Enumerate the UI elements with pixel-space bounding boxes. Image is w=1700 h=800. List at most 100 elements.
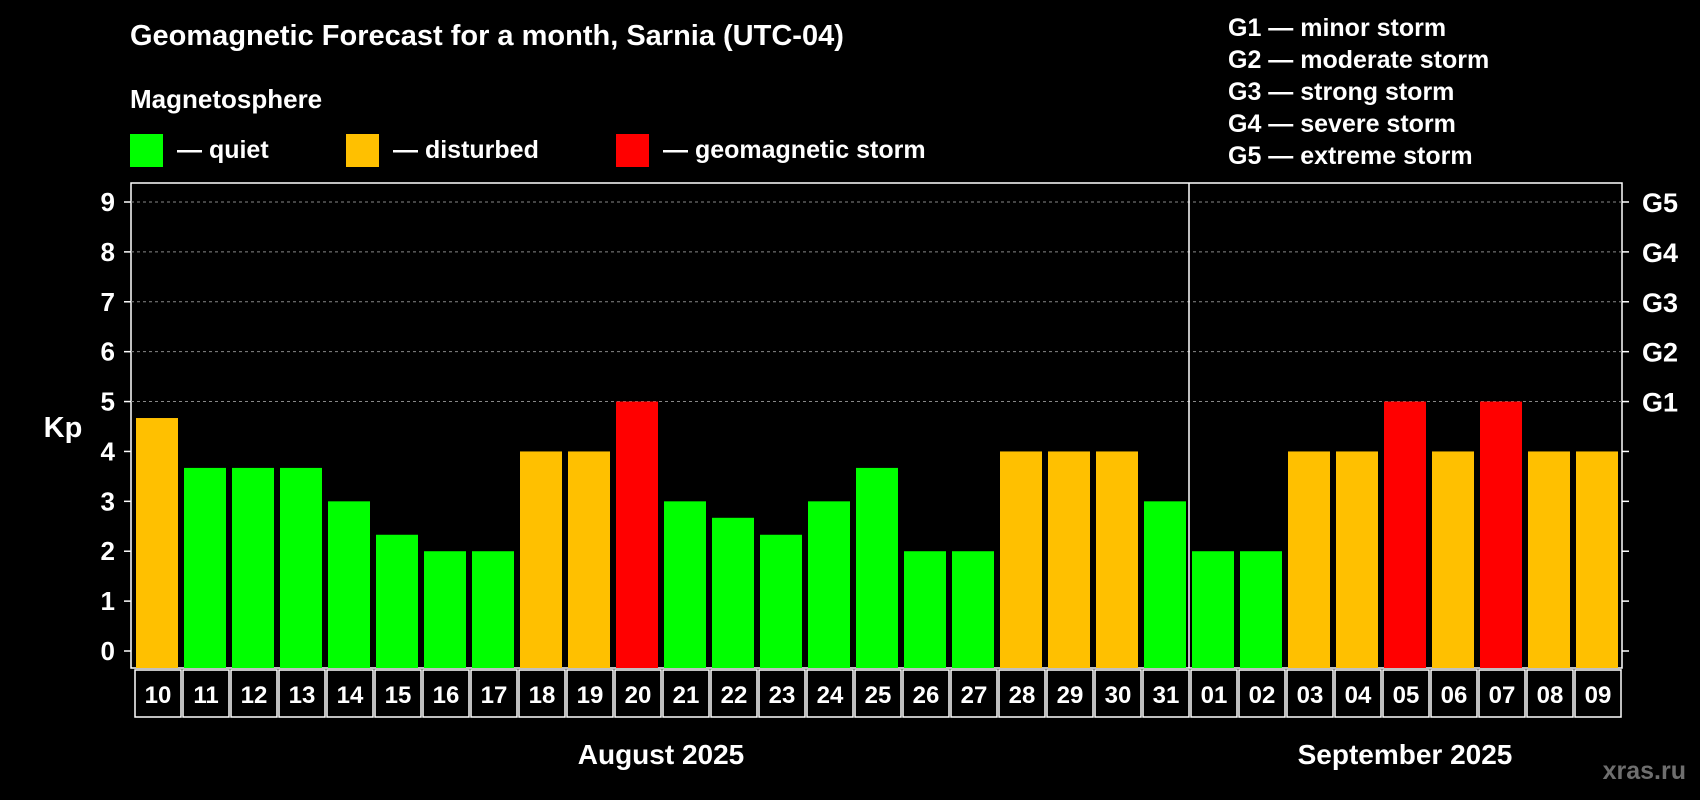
bar-14 (328, 501, 370, 668)
day-cell (1526, 669, 1574, 718)
bar-30 (1096, 451, 1138, 668)
day-label-09: 09 (1585, 682, 1612, 709)
bar-21 (664, 501, 706, 668)
day-label-14: 14 (337, 682, 364, 709)
day-cell (470, 669, 518, 718)
legend-title: Magnetosphere (130, 84, 323, 114)
g-level-g2: G2 — moderate storm (1228, 46, 1490, 74)
day-label-12: 12 (241, 682, 268, 709)
bar-24 (808, 501, 850, 668)
day-cell (950, 669, 998, 718)
bar-15 (376, 534, 418, 668)
bar-25 (856, 467, 898, 668)
day-label-13: 13 (289, 682, 316, 709)
bar-22 (712, 517, 754, 668)
g-level-legend: G1 — minor storm G2 — moderate storm G3 … (1228, 12, 1489, 172)
legend-label-disturbed: — disturbed (393, 136, 539, 164)
day-label-25: 25 (865, 682, 892, 709)
day-cell (182, 669, 230, 718)
day-label-11: 11 (193, 682, 218, 709)
bar-16 (424, 551, 466, 668)
bar-10 (136, 418, 178, 668)
day-label-06: 06 (1441, 682, 1468, 709)
bar-09 (1576, 451, 1618, 668)
day-label-07: 07 (1489, 682, 1516, 709)
day-cell (566, 669, 614, 718)
day-cell (422, 669, 470, 718)
day-cell (662, 669, 710, 718)
day-label-19: 19 (577, 682, 604, 709)
y-tick-label: 0 (101, 636, 115, 666)
day-cell (902, 669, 950, 718)
day-label-04: 04 (1345, 682, 1372, 709)
day-label-18: 18 (529, 682, 556, 709)
bar-07 (1480, 401, 1522, 668)
day-cell (230, 669, 278, 718)
bar-29 (1048, 451, 1090, 668)
g-level-g1: G1 — minor storm (1228, 14, 1447, 42)
bar-13 (280, 467, 322, 668)
day-cell (758, 669, 806, 718)
bar-06 (1432, 451, 1474, 668)
y-axis-label: Kp (44, 412, 83, 444)
legend-label-storm: — geomagnetic storm (663, 136, 926, 164)
bar-18 (520, 451, 562, 668)
day-label-28: 28 (1009, 682, 1036, 709)
y-tick-label: 8 (101, 237, 115, 267)
bar-02 (1240, 551, 1282, 668)
day-label-23: 23 (769, 682, 796, 709)
bar-05 (1384, 401, 1426, 668)
bar-03 (1288, 451, 1330, 668)
day-label-15: 15 (385, 682, 412, 709)
bar-19 (568, 451, 610, 668)
legend-swatch-disturbed (346, 134, 379, 167)
bar-11 (184, 467, 226, 668)
right-axis-label-g1: G1 (1642, 388, 1678, 418)
month-label-september: September 2025 (1298, 739, 1513, 770)
y-tick-label: 6 (101, 337, 115, 367)
day-label-02: 02 (1249, 682, 1276, 709)
day-cell (1382, 669, 1430, 718)
day-label-10: 10 (145, 682, 172, 709)
g-level-g5: G5 — extreme storm (1228, 142, 1473, 170)
day-label-01: 01 (1201, 682, 1228, 709)
legend-swatch-quiet (130, 134, 163, 167)
day-label-27: 27 (961, 682, 988, 709)
bar-08 (1528, 451, 1570, 668)
y-tick-label: 1 (101, 586, 115, 616)
legend-swatch-storm (616, 134, 649, 167)
day-label-24: 24 (817, 682, 844, 709)
bar-23 (760, 534, 802, 668)
day-cell (326, 669, 374, 718)
right-axis-label-g2: G2 (1642, 338, 1678, 368)
day-cell (1430, 669, 1478, 718)
day-cell (614, 669, 662, 718)
day-label-08: 08 (1537, 682, 1564, 709)
day-cell (1286, 669, 1334, 718)
day-cell (278, 669, 326, 718)
bar-04 (1336, 451, 1378, 668)
y-tick-label: 2 (101, 536, 115, 566)
legend-label-quiet: — quiet (177, 136, 269, 164)
right-axis-label-g3: G3 (1642, 288, 1678, 318)
y-tick-label: 5 (101, 387, 115, 417)
bar-26 (904, 551, 946, 668)
day-label-29: 29 (1057, 682, 1084, 709)
watermark: xras.ru (1602, 757, 1686, 785)
day-cell (518, 669, 566, 718)
day-label-16: 16 (433, 682, 460, 709)
day-cell (1142, 669, 1190, 718)
day-label-22: 22 (721, 682, 748, 709)
y-tick-label: 9 (101, 187, 115, 217)
day-label-17: 17 (481, 682, 508, 709)
bar-28 (1000, 451, 1042, 668)
month-label-august: August 2025 (578, 739, 745, 770)
right-axis-label-g4: G4 (1642, 238, 1678, 268)
day-label-26: 26 (913, 682, 940, 709)
day-cell (1046, 669, 1094, 718)
day-label-21: 21 (673, 682, 700, 709)
day-cell (1190, 669, 1238, 718)
g-level-g3: G3 — strong storm (1228, 78, 1455, 106)
day-cell (806, 669, 854, 718)
